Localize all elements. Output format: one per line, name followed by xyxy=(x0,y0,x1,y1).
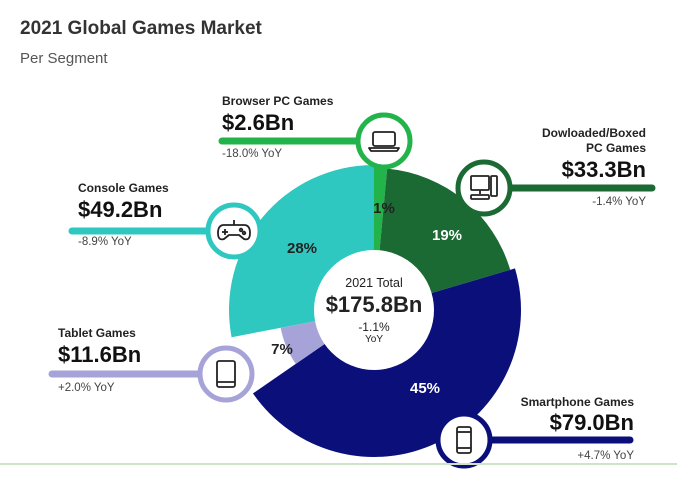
tablet-name: Tablet Games xyxy=(58,326,136,340)
console-yoy: -8.9% YoY xyxy=(78,236,132,248)
boxed-pc-name-line2: PC Games xyxy=(585,141,646,155)
center-total-change: -1.1% xyxy=(358,320,390,334)
slice-smartphone xyxy=(252,268,521,457)
pct-label-boxed-pc: 19% xyxy=(432,227,462,244)
browser-pc-value: $2.6Bn xyxy=(222,110,295,135)
browser-pc-name: Browser PC Games xyxy=(222,94,334,108)
boxed-pc-value: $33.3Bn xyxy=(561,157,646,182)
boxed-pc-name-line1: Dowloaded/Boxed xyxy=(541,126,646,140)
console-value: $49.2Bn xyxy=(78,197,163,222)
chart-title: 2021 Global Games Market xyxy=(20,18,262,39)
center-total-label: 2021 Total xyxy=(345,276,403,290)
desktop-computer-icon xyxy=(455,159,513,217)
boxed-pc-yoy: -1.4% YoY xyxy=(592,196,646,208)
laptop-icon xyxy=(355,112,413,170)
pct-label-browser-pc: 1% xyxy=(373,200,395,217)
tablet-value: $11.6Bn xyxy=(58,342,142,367)
smartphone-yoy: +4.7% YoY xyxy=(577,450,634,462)
smartphone-name: Smartphone Games xyxy=(520,395,634,409)
pct-label-smartphone: 45% xyxy=(410,380,440,397)
pct-label-tablet: 7% xyxy=(271,341,293,358)
slice-tablet xyxy=(280,320,327,364)
tablet-yoy: +2.0% YoY xyxy=(58,382,115,394)
browser-pc-yoy: -18.0% YoY xyxy=(222,148,283,160)
donut-hole xyxy=(314,250,434,370)
smartphone-icon xyxy=(435,411,493,469)
console-name: Console Games xyxy=(78,181,169,195)
slice-boxed-pc xyxy=(379,168,511,294)
smartphone-value: $79.0Bn xyxy=(549,410,634,435)
center-total-value: $175.8Bn xyxy=(325,292,423,317)
bottom-divider xyxy=(0,463,677,465)
chart-subtitle: Per Segment xyxy=(20,50,108,67)
slice-browser-pc xyxy=(374,165,388,253)
pct-label-console: 28% xyxy=(287,240,317,257)
center-total-change-unit: YoY xyxy=(365,334,383,345)
tablet-icon xyxy=(197,345,255,403)
gamepad-icon xyxy=(205,202,263,260)
slice-console xyxy=(228,165,374,338)
